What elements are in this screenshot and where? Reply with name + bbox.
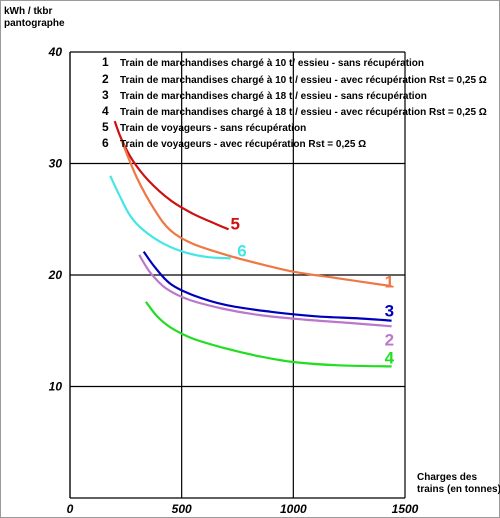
legend-text: Train de voyageurs - avec récupération R… — [120, 139, 366, 150]
series-number-label: 5 — [231, 215, 240, 234]
x-tick-label: 0 — [67, 502, 74, 516]
series-line-4 — [145, 301, 392, 368]
series-line-1 — [120, 139, 392, 288]
legend-number: 6 — [102, 136, 109, 150]
legend-text: Train de marchandises chargé à 18 t / es… — [120, 91, 427, 102]
legend-number: 5 — [102, 120, 109, 134]
series-curves — [109, 120, 392, 368]
series-number-label: 2 — [385, 331, 394, 350]
series-line-6 — [109, 175, 231, 260]
legend-number: 4 — [102, 104, 109, 118]
series-number-label: 3 — [385, 302, 394, 321]
y-axis-label: kWh / tkbr pantographe — [4, 6, 65, 29]
grid-lines — [69, 51, 406, 499]
legend-text: Train de marchandises chargé à 18 t / es… — [120, 107, 487, 118]
axis-ticks: 0 500 1000 1500 10 20 30 40 — [48, 45, 419, 516]
y-tick-label: 40 — [48, 45, 63, 59]
x-tick-label: 1500 — [392, 502, 419, 516]
series-line-3 — [142, 250, 392, 322]
series-number-label: 6 — [237, 241, 246, 260]
legend-text: Train de marchandises chargé à 10 t / es… — [120, 75, 487, 86]
x-tick-label: 500 — [172, 502, 192, 516]
x-tick-label: 1000 — [280, 502, 307, 516]
series-number-label: 1 — [385, 273, 394, 292]
y-tick-label: 30 — [49, 157, 63, 171]
legend-text: Train de voyageurs - sans récupération — [120, 123, 306, 134]
legend-number: 2 — [102, 72, 109, 86]
legend: 1 Train de marchandises chargé à 10 t/ es… — [102, 55, 487, 150]
y-tick-label: 20 — [48, 268, 63, 282]
axis-labels: kWh / tkbr pantographe Charges des trains … — [4, 6, 500, 495]
legend-text: Train de marchandises chargé à 10 t/ ess… — [120, 58, 424, 69]
series-line-2 — [138, 254, 392, 328]
series-line-5 — [113, 120, 230, 231]
series-number-label: 4 — [385, 349, 395, 368]
series-labels: 5 6 1 3 24 — [231, 215, 395, 368]
x-axis-label: Charges des trains (en tonnes) — [417, 472, 500, 495]
legend-number: 3 — [102, 88, 109, 102]
legend-number: 1 — [102, 55, 109, 69]
y-tick-label: 10 — [49, 380, 63, 394]
